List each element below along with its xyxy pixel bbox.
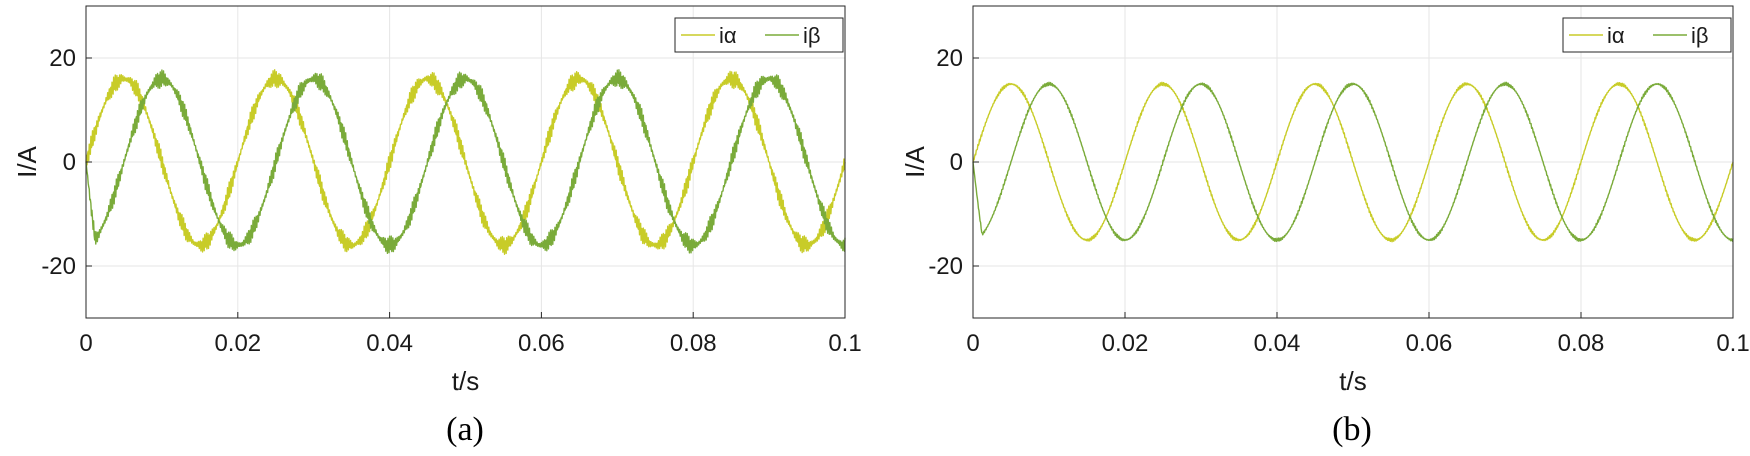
y-tick-label: 0: [63, 149, 76, 176]
y-tick-label: 0: [950, 149, 963, 176]
x-tick-label: 0.02: [1102, 330, 1149, 357]
series-line-i-alpha: [972, 81, 1734, 243]
series-line-i-beta: [972, 81, 1734, 243]
panel-caption: (a): [446, 411, 484, 448]
x-tick-label: 0: [966, 330, 979, 357]
legend-entry: iα: [719, 23, 737, 48]
series-line-i-alpha: [85, 69, 846, 255]
legend: iα iβ: [674, 17, 844, 53]
panel-caption: (b): [1332, 411, 1372, 448]
chart-panel-b: 0 0.02 0.04 0.06 0.08 0.1 -20 0 20 t/s I/A iα iβ (b): [900, 5, 1750, 448]
x-tick-label: 0.06: [518, 330, 565, 357]
x-tick-label: 0.08: [670, 330, 717, 357]
x-tick-label: 0: [79, 330, 92, 357]
x-tick-label: 0.08: [1558, 330, 1605, 357]
x-tick-label: 0.04: [1254, 330, 1301, 357]
x-axis-label: t/s: [452, 366, 479, 396]
legend-entry: iα: [1607, 23, 1625, 48]
y-axis-label: I/A: [12, 145, 42, 177]
y-tick-label: -20: [41, 253, 76, 280]
y-tick-label: -20: [928, 253, 963, 280]
x-tick-label: 0.06: [1406, 330, 1453, 357]
x-tick-label: 0.1: [828, 330, 861, 357]
x-tick-label: 0.02: [214, 330, 261, 357]
chart-panel-a: 0 0.02 0.04 0.06 0.08 0.1 -20 0 20 t/s I/A iα iβ (a): [12, 5, 862, 448]
y-axis-label: I/A: [900, 145, 930, 177]
legend-entry: iβ: [1691, 23, 1709, 48]
x-tick-label: 0.04: [366, 330, 413, 357]
legend: iα iβ: [1562, 17, 1732, 53]
legend-entry: iβ: [803, 23, 821, 48]
y-tick-label: 20: [936, 45, 963, 72]
series-line-i-beta: [85, 69, 846, 255]
x-axis-label: t/s: [1339, 366, 1366, 396]
y-tick-label: 20: [49, 45, 76, 72]
x-tick-label: 0.1: [1716, 330, 1749, 357]
